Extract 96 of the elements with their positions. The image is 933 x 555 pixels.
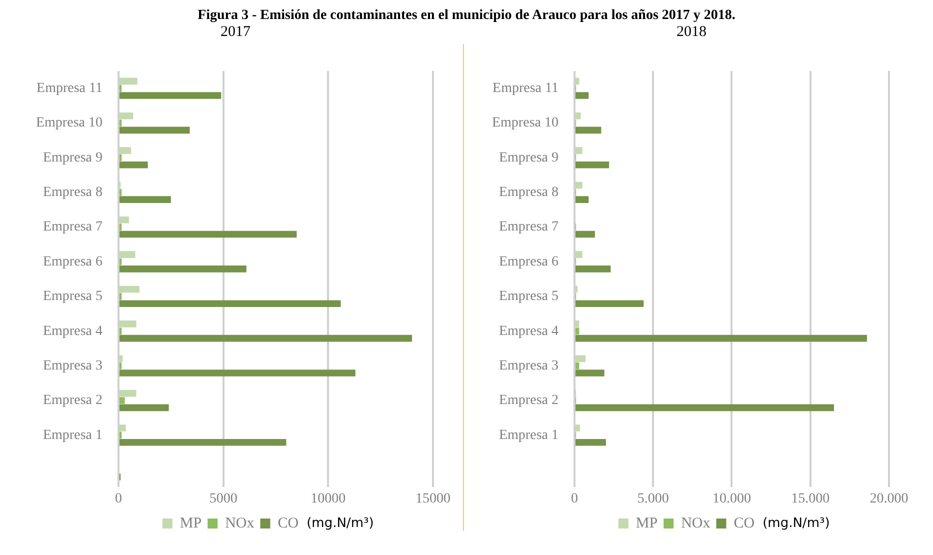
bar — [119, 147, 132, 154]
legend-label: CO — [734, 515, 755, 532]
y-tick-label: Empresa 2 — [498, 393, 558, 408]
bar — [575, 334, 867, 342]
chart-subtitle: 2018 — [676, 24, 708, 41]
text: (mg.N/m³) — [306, 516, 374, 531]
legend-label: NOx — [225, 515, 255, 532]
x-tick-label: 20.000 — [870, 491, 908, 506]
bar — [119, 120, 122, 126]
x-tick-label: 0 — [570, 491, 578, 506]
y-tick-label: Empresa 7 — [498, 220, 558, 235]
y-tick-label: Empresa 1 — [42, 428, 102, 443]
bar — [575, 328, 580, 335]
bar — [119, 188, 122, 196]
y-tick-label: Empresa 3 — [498, 358, 558, 374]
bar — [119, 92, 222, 99]
bar — [119, 224, 122, 230]
bar — [575, 424, 580, 432]
bar — [575, 251, 582, 258]
bar — [119, 126, 190, 134]
bar — [119, 320, 136, 328]
y-tick-label: Empresa 5 — [498, 289, 558, 304]
bar — [575, 438, 606, 446]
y-tick-label: Empresa 10 — [492, 116, 558, 131]
bar — [119, 196, 171, 203]
y-tick-label: Empresa 9 — [42, 150, 102, 166]
bar — [119, 258, 122, 266]
bar — [119, 370, 356, 376]
bar — [575, 126, 602, 134]
bar — [119, 293, 122, 300]
text: (mg.N/m³) — [762, 516, 830, 531]
bar — [119, 216, 129, 224]
bar — [575, 362, 580, 370]
bar — [119, 424, 126, 432]
bar — [119, 300, 341, 308]
y-tick-label: Empresa 10 — [36, 116, 102, 131]
bar — [119, 251, 136, 258]
bar — [119, 230, 297, 238]
y-tick-label: Empresa 6 — [42, 254, 102, 270]
y-tick-label: Empresa 11 — [492, 81, 558, 96]
bar — [575, 320, 580, 328]
y-tick-label: Empresa 2 — [42, 393, 102, 408]
bar — [119, 78, 138, 85]
bar — [575, 404, 834, 412]
bar — [119, 266, 246, 272]
bar — [119, 404, 169, 412]
legend-label: MP — [180, 515, 202, 532]
bar — [575, 147, 582, 154]
y-tick-label: Empresa 5 — [42, 289, 102, 304]
bar — [119, 355, 123, 362]
bar — [119, 397, 125, 404]
x-tick-label: 0 — [114, 491, 122, 506]
bar — [575, 266, 611, 272]
y-tick-label: Empresa 9 — [498, 150, 558, 166]
y-tick-label: Empresa 4 — [498, 324, 558, 339]
bar — [575, 92, 589, 99]
legend-label: NOx — [681, 515, 711, 532]
bar — [575, 112, 581, 120]
bar — [119, 390, 136, 397]
bar — [575, 370, 604, 376]
bar — [119, 161, 148, 168]
bar — [119, 112, 134, 120]
bar — [575, 230, 595, 238]
text: Figura 3 - Emisión de contaminantes en el municipio de Arauco para los años 2017 y 2018. — [196, 8, 736, 24]
bar — [119, 334, 412, 342]
x-tick-label: 10000 — [310, 491, 346, 506]
y-tick-label: Empresa 7 — [42, 220, 102, 235]
bar — [119, 438, 286, 446]
legend-label: MP — [636, 515, 658, 532]
bar — [119, 84, 122, 92]
bar — [575, 161, 610, 168]
bar — [575, 78, 580, 85]
bar — [575, 182, 582, 189]
y-tick-label: Empresa 8 — [498, 185, 558, 200]
x-tick-label: 5.000 — [637, 491, 669, 506]
bar — [575, 300, 644, 308]
y-tick-label: Empresa 11 — [36, 81, 102, 96]
legend-label: CO — [278, 515, 299, 532]
bar — [575, 355, 586, 362]
bar — [575, 196, 589, 203]
x-tick-label: 10.000 — [712, 491, 751, 506]
y-tick-label: Empresa 1 — [498, 428, 558, 443]
x-tick-label: 5000 — [209, 491, 238, 506]
y-tick-label: Empresa 3 — [42, 358, 102, 374]
bar — [119, 328, 122, 335]
x-tick-label: 15.000 — [791, 491, 830, 506]
chart-subtitle: 2017 — [220, 24, 252, 41]
y-tick-label: Empresa 4 — [42, 324, 102, 339]
x-tick-label: 15000 — [416, 491, 450, 506]
bar — [119, 432, 122, 439]
y-tick-label: Empresa 8 — [42, 185, 102, 200]
bar — [575, 286, 578, 293]
bar — [119, 362, 122, 370]
y-tick-label: Empresa 6 — [498, 254, 558, 270]
bar — [119, 154, 122, 162]
bar — [119, 286, 140, 293]
